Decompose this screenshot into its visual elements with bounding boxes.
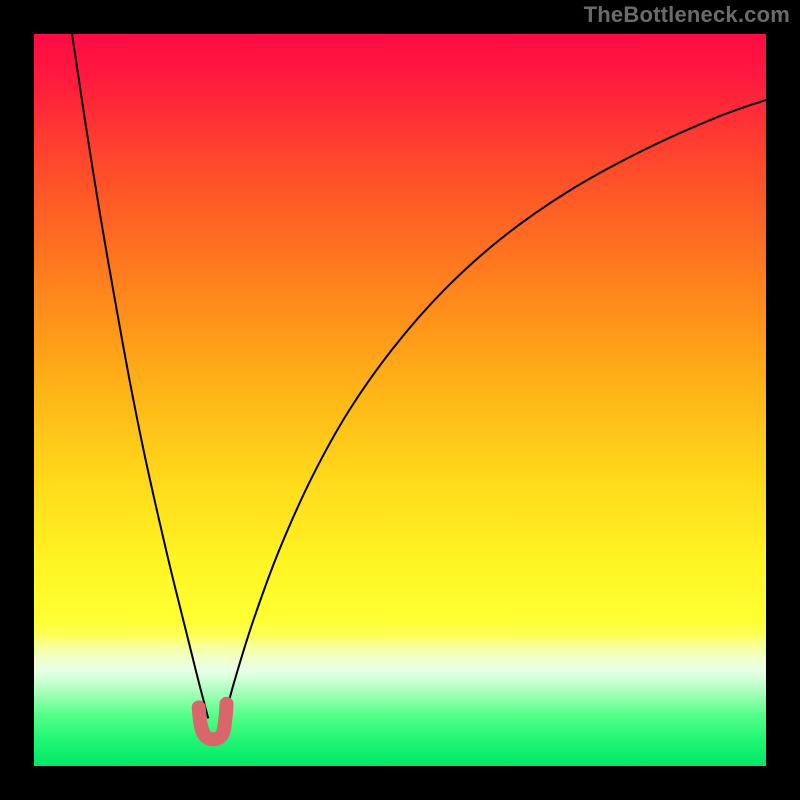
bottleneck-chart <box>0 0 800 800</box>
chart-frame: TheBottleneck.com <box>0 0 800 800</box>
watermark-text: TheBottleneck.com <box>584 2 790 28</box>
